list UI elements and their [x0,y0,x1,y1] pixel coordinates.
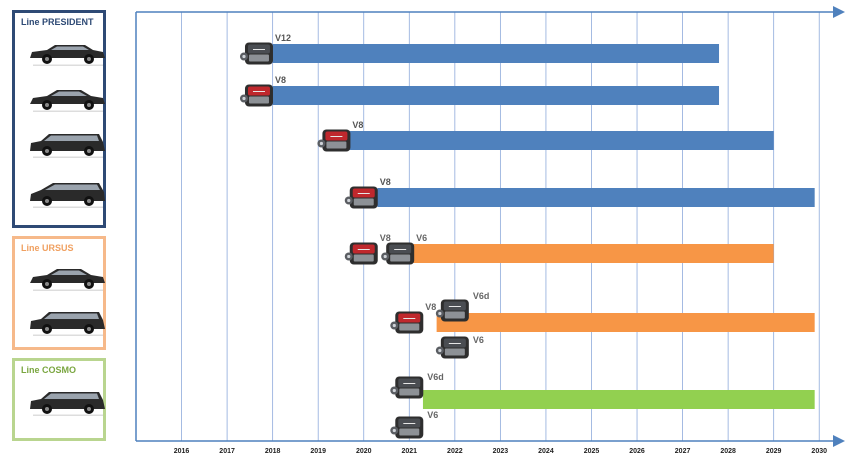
timeline-bar [422,390,815,409]
suv-icon [27,388,107,418]
x-tick-label: 2017 [219,448,235,455]
sedan-icon [27,84,107,114]
engine-icon [390,311,424,334]
x-tick-label: 2020 [356,448,372,455]
panel-title: Line COSMO [21,365,77,375]
engine-icon [390,416,424,439]
engine-label: V8 [275,75,286,85]
x-tick-label: 2018 [265,448,281,455]
limousine-icon [27,38,107,68]
engine-label: V6d [473,291,490,301]
engine-label: V6d [427,372,444,382]
engine-icon [344,186,378,209]
line-president-panel: Line PRESIDENT [12,10,106,228]
suv-icon [27,308,107,338]
x-tick-label: 2022 [447,448,463,455]
x-tick-label: 2030 [811,448,827,455]
timeline-bar [345,131,774,150]
engine-label: V8 [352,120,363,130]
engine-label: V8 [425,302,436,312]
timeline-bar [395,244,774,263]
x-tick-label: 2027 [675,448,691,455]
x-tick-label: 2024 [538,448,554,455]
x-tick-label: 2019 [310,448,326,455]
engine-icon [239,42,273,65]
engine-icon [381,242,415,265]
engine-icon [344,242,378,265]
panel-title: Line PRESIDENT [21,17,94,27]
engine-label: V6 [427,410,438,420]
x-tick-label: 2026 [629,448,645,455]
x-tick-label: 2029 [766,448,782,455]
suv-icon [27,130,107,160]
engine-label: V6 [473,335,484,345]
engine-icon [317,129,351,152]
engine-icon [435,336,469,359]
x-tick-label: 2016 [174,448,190,455]
engine-icon [239,84,273,107]
engine-label: V6 [416,233,427,243]
timeline-bar [272,86,720,105]
x-tick-label: 2021 [402,448,418,455]
panel-title: Line URSUS [21,243,74,253]
engine-icon [435,299,469,322]
x-tick-label: 2023 [493,448,509,455]
x-tick-label: 2025 [584,448,600,455]
timeline-bar [436,313,815,332]
timeline-bar [377,188,815,207]
line-cosmo-panel: Line COSMO [12,358,106,441]
engine-label: V8 [380,233,391,243]
minivan-icon [27,180,107,210]
timeline-bar [272,44,720,63]
engine-icon [390,376,424,399]
line-ursus-panel: Line URSUS [12,236,106,350]
x-tick-label: 2028 [720,448,736,455]
sedan-icon [27,263,107,293]
engine-label: V8 [380,177,391,187]
engine-label: V12 [275,33,291,43]
